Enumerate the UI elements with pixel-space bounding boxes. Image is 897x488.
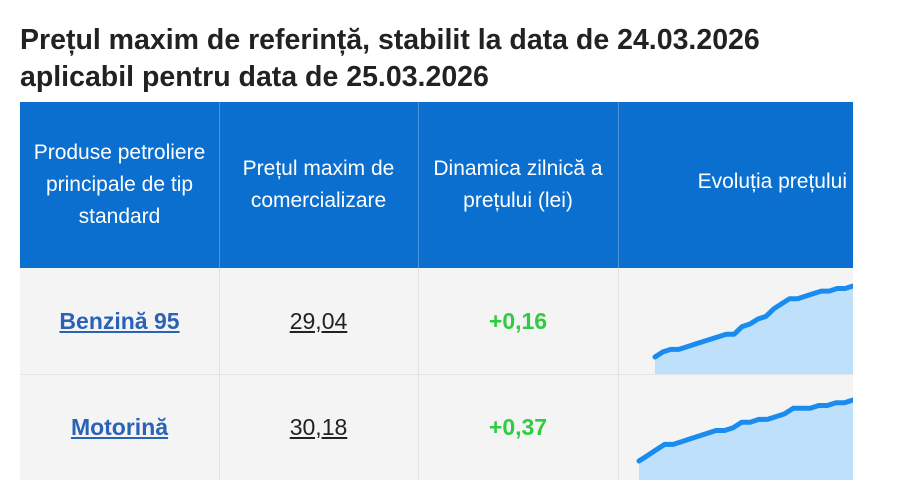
- cell-divider: [618, 268, 619, 374]
- change-cell: +0,37: [418, 375, 618, 480]
- price-table: Produse petroliere principale de tip sta…: [20, 102, 853, 480]
- trend-cell: [618, 268, 853, 374]
- daily-change-value: +0,16: [488, 307, 548, 334]
- sparkline-benzina-95: [652, 283, 853, 374]
- title-line-2: aplicabil pentru data de 25.03.2026: [20, 61, 489, 93]
- header-divider: [219, 102, 220, 268]
- column-header-daily-change: Dinamica zilnică a prețului (lei): [433, 157, 603, 212]
- product-cell: Benzină 95: [20, 268, 219, 374]
- table-row: Motorină 30,18 +0,37: [20, 375, 853, 480]
- product-link-motorina[interactable]: Motorină: [70, 414, 169, 440]
- title-line-1: Prețul maxim de referință, stabilit la d…: [20, 24, 760, 56]
- price-cell: 30,18: [219, 375, 418, 480]
- page-title: Prețul maxim de referință, stabilit la d…: [20, 22, 880, 96]
- sparkline-line: [652, 283, 853, 360]
- cell-divider: [219, 268, 220, 374]
- product-link-benzina-95[interactable]: Benzină 95: [59, 307, 180, 334]
- change-cell: +0,16: [418, 268, 618, 374]
- price-value: 29,04: [289, 307, 348, 334]
- sparkline-line: [636, 397, 853, 464]
- header-divider: [418, 102, 419, 268]
- trend-cell: [618, 375, 853, 480]
- cell-divider: [418, 268, 419, 374]
- cell-divider: [618, 375, 619, 480]
- daily-change-value: +0,37: [488, 414, 548, 440]
- sparkline-motorina: [636, 397, 853, 480]
- price-cell: 29,04: [219, 268, 418, 374]
- cell-divider: [418, 375, 419, 480]
- cell-divider: [219, 375, 220, 480]
- price-value: 30,18: [289, 414, 348, 440]
- sparkline-area: [655, 286, 853, 374]
- column-header-products: Produse petroliere principale de tip sta…: [33, 141, 206, 228]
- table-header: Produse petroliere principale de tip sta…: [20, 102, 853, 268]
- column-header-price-trend: Evoluția prețului: [697, 170, 847, 193]
- column-header-max-price: Prețul maxim de comercializare: [242, 157, 395, 212]
- sparkline-area: [639, 400, 853, 480]
- table-row: Benzină 95 29,04 +0,16: [20, 268, 853, 374]
- header-divider: [618, 102, 619, 268]
- row-divider: [20, 374, 853, 375]
- product-cell: Motorină: [20, 375, 219, 480]
